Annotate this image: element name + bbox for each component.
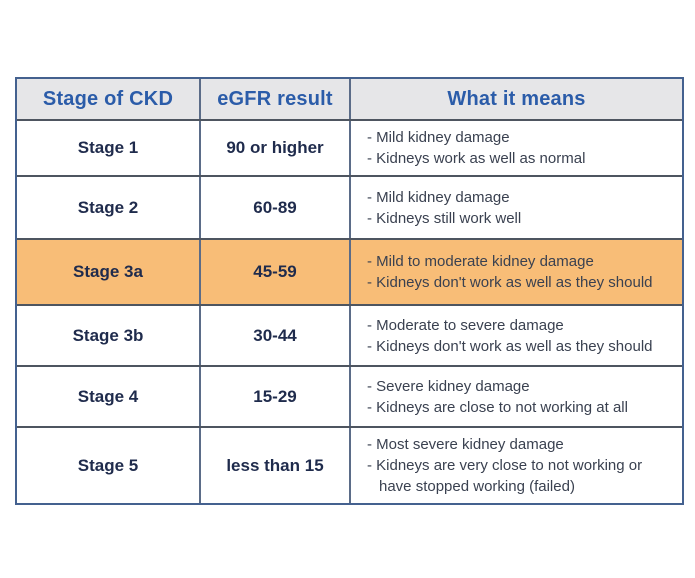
table-row: Stage 4 15-29 - Severe kidney damage - Ki…	[17, 365, 682, 426]
meaning-cell: - Moderate to severe damage - Kidneys don…	[351, 306, 682, 365]
meaning-line: - Mild to moderate kidney damage	[367, 253, 594, 270]
table-body: Stage 1 90 or higher - Mild kidney damag…	[17, 119, 682, 503]
meaning-line: - Kidneys still work well	[367, 209, 522, 227]
meaning-cell: - Mild kidney damage - Kidneys still work…	[351, 177, 682, 238]
header-what-it-means: What it means	[447, 87, 586, 110]
table-row: Stage 2 60-89 - Mild kidney damage - Kidn…	[17, 175, 682, 238]
table-row: Stage 1 90 or higher - Mild kidney damag…	[17, 119, 682, 175]
meaning-line: - Kidneys are close to not working at al…	[367, 398, 628, 416]
header-stage-of-ckd: Stage of CKD	[42, 87, 174, 110]
egfr-cell: 60-89	[199, 177, 351, 238]
egfr-cell: less than 15	[199, 428, 351, 503]
egfr-cell: 30-44	[199, 306, 351, 365]
egfr-cell: 45-59	[199, 240, 351, 304]
meaning-cell: - Mild to moderate kidney damage - Kidney…	[351, 240, 682, 304]
stage-cell: Stage 2	[77, 197, 139, 217]
header-egfr-result: eGFR result	[199, 79, 351, 119]
ckd-stages-table: Stage of CKD eGFR result What it means S…	[15, 77, 684, 505]
meaning-line: - Severe kidney damage	[367, 377, 530, 395]
meaning-cell: - Severe kidney damage - Kidneys are clos…	[351, 367, 682, 426]
meaning-line: - Kidneys work as well as normal	[367, 150, 586, 167]
stage-cell: Stage 3a	[73, 262, 143, 281]
stage-cell: Stage 5	[77, 455, 139, 475]
meaning-line: - Mild kidney damage	[367, 188, 510, 206]
table-row: Stage 3b 30-44 - Moderate to severe dama…	[17, 304, 682, 365]
stage-cell: Stage 1	[77, 138, 139, 157]
stage-cell: Stage 3b	[72, 325, 144, 345]
stage-cell: Stage 4	[77, 386, 139, 406]
meaning-cell: - Most severe kidney damage - Kidneys are…	[351, 428, 682, 503]
meaning-line: - Kidneys are very close to not working …	[367, 457, 643, 495]
meaning-line: - Mild kidney damage	[367, 129, 510, 146]
table-row: Stage 5 less than 15 - Most severe kidne…	[17, 426, 682, 503]
meaning-line: - Most severe kidney damage	[367, 436, 564, 453]
egfr-cell: 90 or higher	[199, 121, 351, 175]
meaning-line: - Moderate to severe damage	[367, 316, 564, 334]
table-header-row: Stage of CKD eGFR result What it means	[17, 79, 682, 119]
meaning-cell: - Mild kidney damage - Kidneys work as we…	[351, 121, 682, 175]
meaning-line: - Kidneys don't work as well as they sho…	[367, 274, 653, 291]
egfr-cell: 15-29	[199, 367, 351, 426]
table-row: Stage 3a 45-59 - Mild to moderate kidney…	[17, 238, 682, 304]
meaning-line: - Kidneys don't work as well as they sho…	[367, 337, 653, 355]
